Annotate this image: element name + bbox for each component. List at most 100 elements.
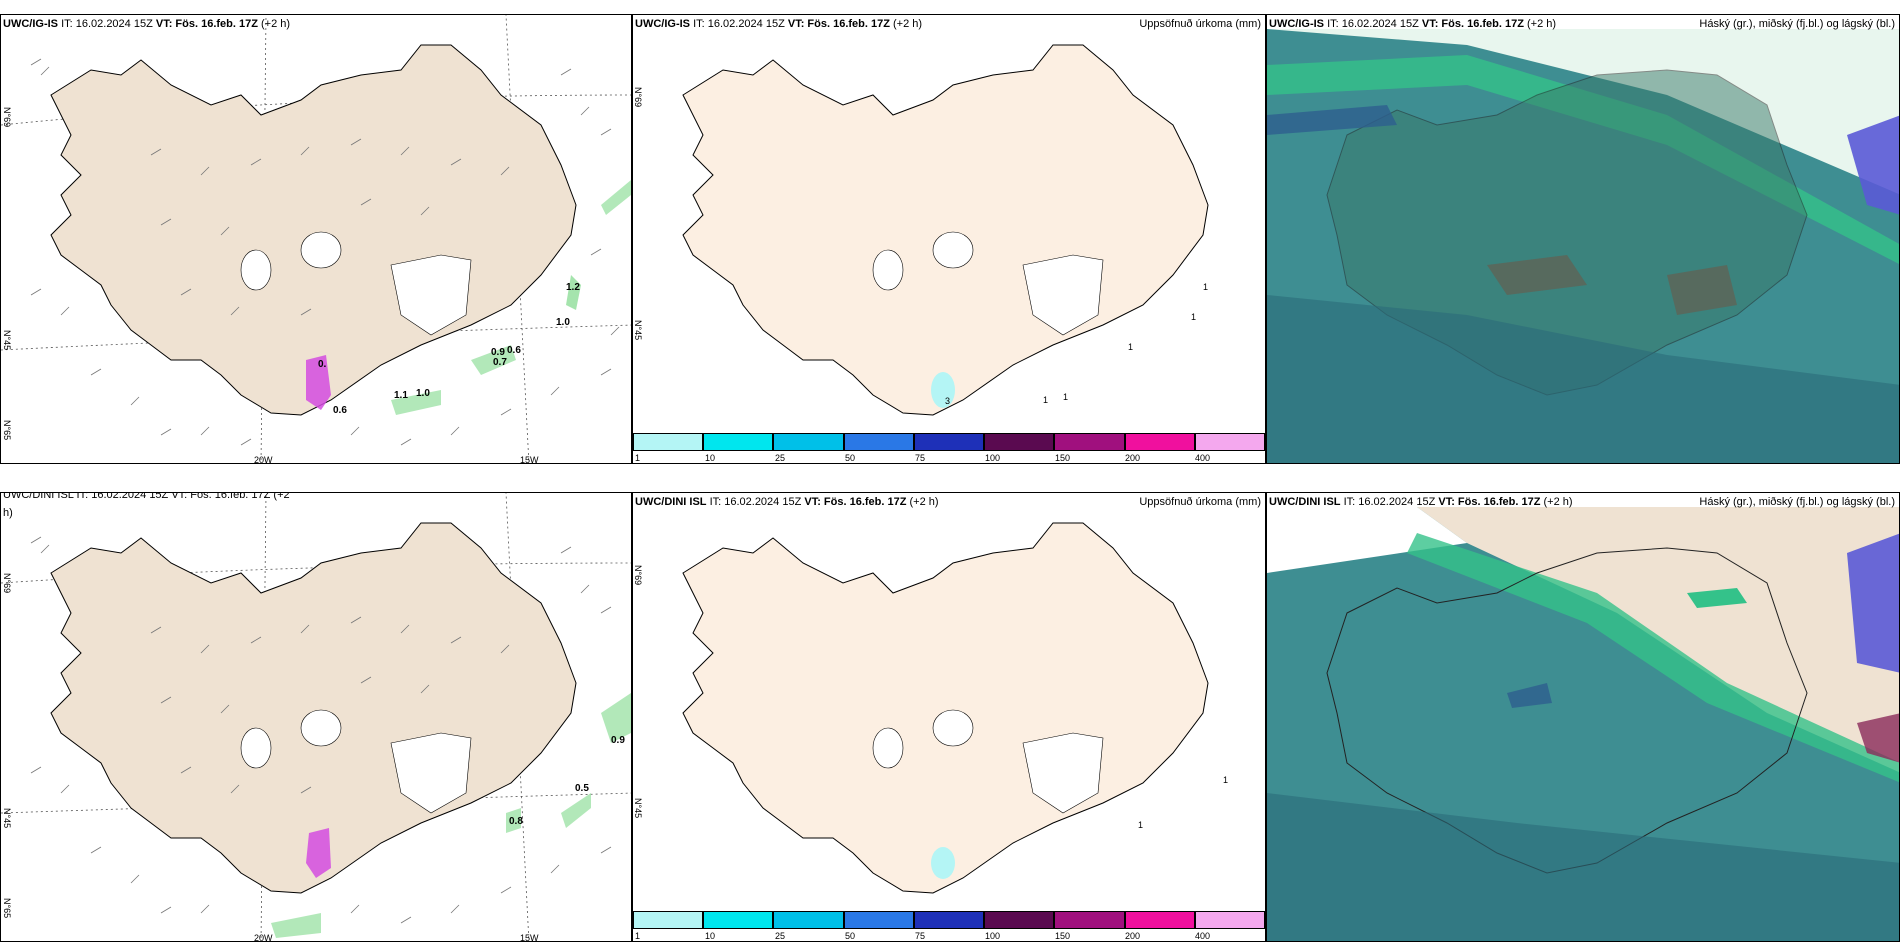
lat-label: N°69 [2,107,12,127]
precip-label: 1.2 [566,282,580,293]
colorbar-seg [633,433,704,451]
glacier [240,249,272,291]
map-panel-bottom-left: UWC/DINI ISL IT: 16.02.2024 15Z VT: Fös.… [0,492,632,942]
panel-title: Uppsöfnuð úrkoma (mm) [1139,18,1261,30]
precip-light [931,372,955,408]
panel-header: UWC/DINI ISL IT: 16.02.2024 15Z VT: Fös.… [635,496,939,508]
lon-label: 15W [520,455,539,464]
precip-green [601,180,631,215]
point-value: 3 [945,396,950,406]
precip-green [471,345,516,375]
tick-label: 200 [1125,453,1141,463]
panel-header: UWC/IG-IS IT: 16.02.2024 15Z VT: Fös. 16… [635,18,923,30]
panel-header-wrap: h) [3,507,13,519]
colorbar-seg [913,433,985,451]
glacier [1022,254,1104,336]
lat-label: N°69 [2,573,12,593]
lat-label: N°65 [2,898,12,918]
colorbar-ticks: 1 10 25 50 75 100 150 200 400 [633,931,1265,941]
colorbar-seg [773,433,844,451]
tick-label: 400 [1195,453,1211,463]
map-panel-bottom-middle: UWC/DINI ISL IT: 16.02.2024 15Z VT: Fös.… [632,492,1266,942]
lat-label: N°45 [633,320,643,340]
map-panel-bottom-right: UWC/DINI ISL IT: 16.02.2024 15Z VT: Fös.… [1266,492,1900,942]
precip-label: 0.9 [611,735,625,746]
precip-label: 0.9 [491,347,505,358]
precip-green [566,275,581,310]
precip-label: 0.5 [575,783,589,794]
map-panel-top-middle: UWC/IG-IS IT: 16.02.2024 15Z VT: Fös. 16… [632,14,1266,464]
colorbar-seg [984,911,1055,929]
glacier [932,709,974,747]
precip-label: 0.8 [509,816,523,827]
tick-label: 50 [845,453,856,463]
tick-label: 25 [775,453,786,463]
glacier [872,249,904,291]
iceland-outline [1326,547,1808,874]
colorbar-seg [1124,911,1195,929]
precip-green [391,390,441,415]
precip-label: 0.7 [493,357,507,368]
glacier [240,727,272,769]
panel-header: UWC/IG-IS IT: 16.02.2024 15Z VT: Fös. 16… [1269,18,1557,30]
tick-label: 10 [705,453,716,463]
precip-label: 0.6 [507,345,521,356]
tick-label: 75 [915,453,926,463]
lon-label: 15W [520,933,539,942]
map-wind-1: 1.2 1.0 0.9 0.6 0.7 1.1 1.0 0.6 0. N°69 … [1,15,631,464]
lat-label: N°45 [2,808,12,828]
point-value: 1 [1138,820,1143,830]
glacier [300,709,342,747]
precip-pink [306,355,331,410]
lat-label: N°45 [2,330,12,350]
point-value: 1 [1191,312,1196,322]
precip-light [931,847,955,879]
point-value: 1 [1063,392,1068,402]
precip-green [601,693,631,743]
point-value: 1 [1203,282,1208,292]
map-precip-1: 1 1 1 3 1 1 N°69 N°45 [633,44,1209,416]
wind-barbs [30,58,620,446]
point-value: 1 [1043,395,1048,405]
lat-label: N°69 [633,565,643,585]
precip-colorbar [633,911,1265,933]
panel-header: UWC/DINI ISL IT: 16.02.2024 15Z VT: Fös.… [1269,496,1573,508]
glacier [872,727,904,769]
precip-colorbar [633,433,1265,455]
point-value: 1 [1223,775,1228,785]
tick-label: 25 [775,931,786,941]
colorbar-seg [1054,911,1125,929]
colorbar-seg [843,911,914,929]
map-panel-top-left: UWC/IG-IS IT: 16.02.2024 15Z VT: Fös. 16… [0,14,632,464]
tick-label: 150 [1055,931,1071,941]
panel-title: Háský (gr.), miðský (fj.bl.) og lágský (… [1699,496,1895,508]
iceland-land [682,44,1209,416]
tick-label: 1 [635,453,641,463]
precip-green [561,793,591,828]
colorbar-seg [1194,433,1265,451]
colorbar-seg [773,911,844,929]
tick-label: 50 [845,931,856,941]
precip-label: 0.6 [333,405,347,416]
colorbar-seg [913,911,985,929]
glacier [390,732,472,814]
tick-label: 1 [635,931,641,941]
panel-title: Uppsöfnuð úrkoma (mm) [1139,496,1261,508]
colorbar-seg [633,911,704,929]
precip-green [271,913,321,938]
glacier [300,231,342,269]
point-value: 1 [1128,342,1133,352]
tick-label: 200 [1125,931,1141,941]
lon-label: 20W [254,455,273,464]
tick-label: 400 [1195,931,1211,941]
tick-label: 75 [915,931,926,941]
tick-label: 100 [985,931,1001,941]
precip-label: 1.1 [394,390,408,401]
glacier [1022,732,1104,814]
map-precip-2: 1 1 N°69 N°45 [633,522,1228,894]
precip-label: 0. [318,359,327,370]
wind-barbs [30,536,612,924]
lat-label: N°69 [633,87,643,107]
lat-label: N°65 [2,420,12,440]
panel-title: Háský (gr.), miðský (fj.bl.) og lágský (… [1699,18,1895,30]
